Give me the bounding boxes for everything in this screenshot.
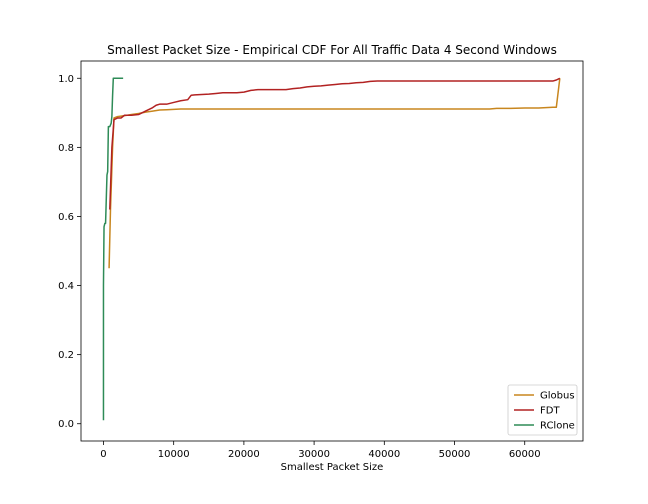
y-tick-label: 0.4 (58, 281, 74, 292)
x-tick-label: 20000 (228, 449, 260, 460)
x-tick-label: 30000 (298, 449, 330, 460)
x-tick-label: 50000 (439, 449, 471, 460)
y-axis: 0.0 0.2 0.4 0.6 0.8 1.0 (58, 74, 81, 430)
y-tick-label: 0.0 (58, 419, 74, 430)
x-tick-label: 40000 (368, 449, 400, 460)
x-axis-label: Smallest Packet Size (281, 462, 384, 473)
y-tick-label: 0.8 (58, 143, 74, 154)
x-axis: 0 10000 20000 30000 40000 50000 60000 (100, 441, 541, 460)
series-line-fdt (109, 77, 561, 210)
legend-label-globus: Globus (540, 391, 575, 402)
x-tick-label: 10000 (158, 449, 190, 460)
axes-frame (80, 60, 584, 442)
y-tick-label: 0.6 (58, 212, 74, 223)
legend-label-rclone: RClone (540, 421, 575, 432)
series-line-globus (108, 78, 561, 269)
plot-area (102, 77, 561, 421)
legend-box (507, 384, 578, 436)
y-tick-label: 0.2 (58, 350, 74, 361)
x-tick-label: 0 (100, 449, 106, 460)
x-tick-label: 60000 (509, 449, 541, 460)
legend-label-fdt: FDT (540, 406, 560, 417)
chart-title: Smallest Packet Size - Empirical CDF For… (107, 43, 557, 57)
legend: Globus FDT RClone (507, 384, 578, 436)
series-line-rclone (102, 77, 124, 421)
y-tick-label: 1.0 (58, 74, 74, 85)
